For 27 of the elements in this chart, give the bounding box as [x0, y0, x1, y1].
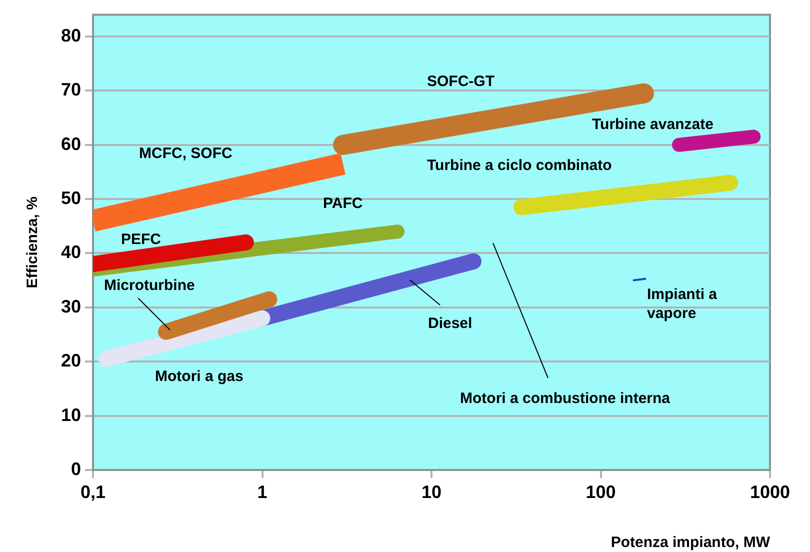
series-label: Microturbine	[104, 277, 195, 294]
x-tick-label: 0,1	[80, 482, 106, 502]
x-tick-label: 100	[586, 482, 616, 502]
y-tick-label: 0	[70, 458, 81, 479]
x-tick-label: 1000	[750, 482, 790, 502]
annotation: Motori a combustione interna	[460, 390, 671, 407]
x-tick-label: 10	[421, 482, 442, 502]
series-label: PEFC	[121, 231, 162, 248]
text: Diesel	[428, 315, 472, 332]
series-label: PAFC	[323, 195, 363, 212]
series-label: SOFC-GT	[427, 73, 494, 90]
y-tick-label: 80	[60, 25, 81, 46]
series-label: MCFC, SOFC	[139, 145, 232, 162]
y-tick-label: 30	[60, 296, 81, 316]
series-label: Motori a gas	[155, 368, 244, 385]
y-tick-label: 40	[60, 242, 81, 262]
y-tick-label: 10	[60, 404, 81, 425]
series-label: Impianti a vapore	[647, 286, 718, 322]
y-axis-title: Efficienza, %	[24, 196, 42, 288]
y-tick-label: 60	[60, 134, 81, 154]
series-label: Turbine a ciclo combinato	[427, 157, 612, 174]
series-label: Turbine avanzate	[592, 116, 714, 133]
x-axis-title: Potenza impianto, MW	[610, 534, 771, 552]
x-tick-label: 1	[257, 482, 268, 502]
y-tick-label: 50	[60, 188, 81, 208]
y-tick-label: 20	[60, 350, 81, 371]
y-tick-label: 70	[60, 80, 81, 100]
